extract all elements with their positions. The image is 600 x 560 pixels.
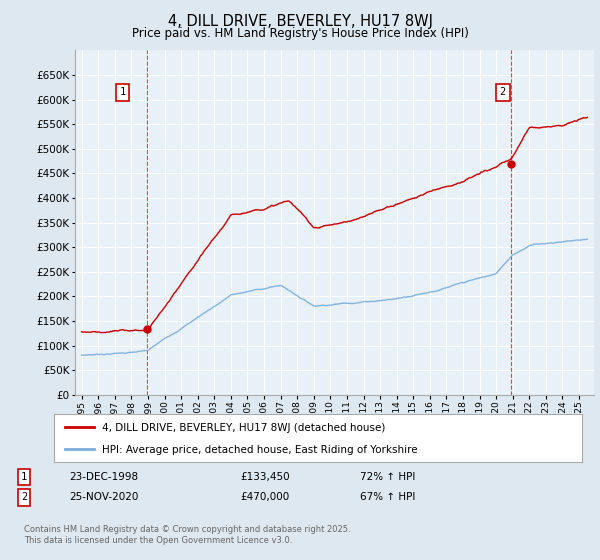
Text: 2: 2 (500, 87, 506, 97)
Text: 67% ↑ HPI: 67% ↑ HPI (360, 492, 415, 502)
Text: 4, DILL DRIVE, BEVERLEY, HU17 8WJ: 4, DILL DRIVE, BEVERLEY, HU17 8WJ (167, 14, 433, 29)
Text: 25-NOV-2020: 25-NOV-2020 (69, 492, 139, 502)
Text: 1: 1 (119, 87, 126, 97)
Text: 2: 2 (21, 492, 27, 502)
Text: 4, DILL DRIVE, BEVERLEY, HU17 8WJ (detached house): 4, DILL DRIVE, BEVERLEY, HU17 8WJ (detac… (101, 423, 385, 433)
Text: HPI: Average price, detached house, East Riding of Yorkshire: HPI: Average price, detached house, East… (101, 445, 417, 455)
Text: 72% ↑ HPI: 72% ↑ HPI (360, 472, 415, 482)
Text: Price paid vs. HM Land Registry's House Price Index (HPI): Price paid vs. HM Land Registry's House … (131, 27, 469, 40)
Text: Contains HM Land Registry data © Crown copyright and database right 2025.
This d: Contains HM Land Registry data © Crown c… (24, 525, 350, 545)
Text: 23-DEC-1998: 23-DEC-1998 (69, 472, 138, 482)
Text: £133,450: £133,450 (240, 472, 290, 482)
Text: 1: 1 (21, 472, 27, 482)
Text: £470,000: £470,000 (240, 492, 289, 502)
